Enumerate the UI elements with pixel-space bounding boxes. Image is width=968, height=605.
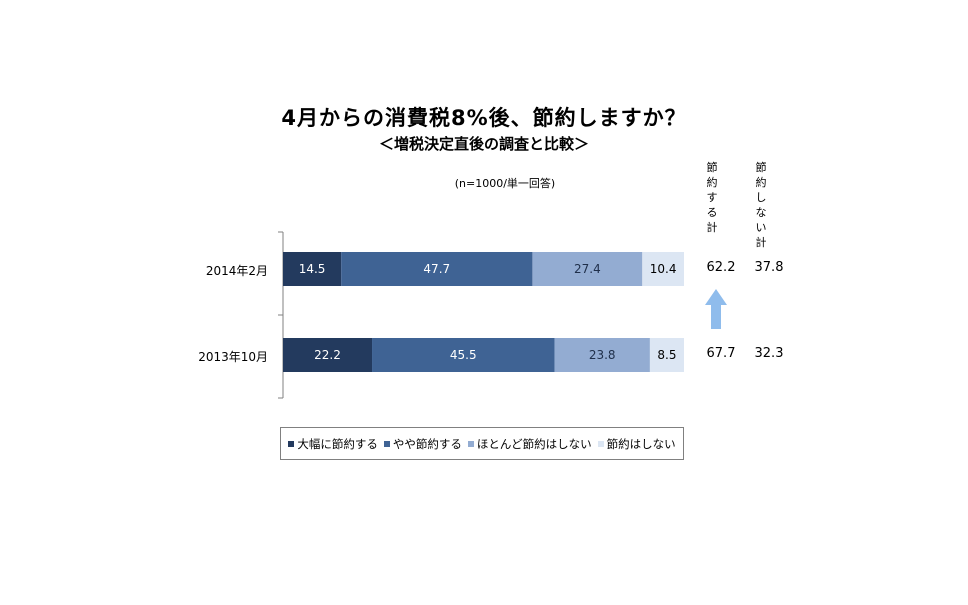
bar-segment <box>649 338 684 372</box>
legend-label: ほとんど節約はしない <box>476 436 592 451</box>
category-label-2014-02: 2014年2月 <box>205 264 268 278</box>
bar-segment <box>532 252 643 286</box>
bar-segment <box>554 338 650 372</box>
save-total-2013-10: 67.7 <box>706 346 736 361</box>
bar-segment <box>372 338 555 372</box>
bar-value-label: 45.5 <box>450 348 477 362</box>
nosave-total-2014-02: 37.8 <box>754 260 784 275</box>
category-label-2013-10: 2013年10月 <box>198 350 268 364</box>
bar-value-label: 14.5 <box>299 262 326 276</box>
legend-label: 大幅に節約する <box>297 436 378 451</box>
legend-item-little-saving: ほとんど節約はしない <box>467 436 592 452</box>
up-arrow-icon <box>705 289 727 329</box>
bar-value-label: 10.4 <box>650 262 677 276</box>
legend-swatch <box>467 440 474 447</box>
nosave-total-2013-10: 32.3 <box>754 346 784 361</box>
bar-value-label: 8.5 <box>657 348 676 362</box>
bar-value-label: 22.2 <box>314 348 341 362</box>
legend-item-no-saving: 節約はしない <box>597 436 676 452</box>
save-total-header: 節約する計 <box>706 161 718 234</box>
legend-label: 節約はしない <box>606 436 676 451</box>
legend-label: やや節約する <box>392 436 462 451</box>
bar-segment <box>283 338 373 372</box>
save-total-2014-02: 62.2 <box>706 260 736 275</box>
bar-value-label: 27.4 <box>574 262 601 276</box>
nosave-total-header: 節約しない計 <box>755 161 767 249</box>
chart-legend: 大幅に節約する やや節約する ほとんど節約はしない 節約はしない <box>280 427 684 460</box>
bar-value-label: 23.8 <box>589 348 616 362</box>
legend-item-some-saving: やや節約する <box>383 436 462 452</box>
chart-subtitle: ＜増税決定直後の調査と比較＞ <box>378 135 589 153</box>
legend-swatch <box>597 440 604 447</box>
chart-title: 4月からの消費税8%後、節約しますか？ <box>281 106 687 130</box>
sample-note: (n=1000/単一回答) <box>454 177 556 190</box>
legend-swatch <box>288 440 295 447</box>
legend-swatch <box>383 440 390 447</box>
bar-segment <box>642 252 684 286</box>
bar-segment <box>341 252 533 286</box>
legend-item-large-saving: 大幅に節約する <box>288 436 378 452</box>
bar-value-label: 47.7 <box>423 262 450 276</box>
bar-segment <box>283 252 342 286</box>
